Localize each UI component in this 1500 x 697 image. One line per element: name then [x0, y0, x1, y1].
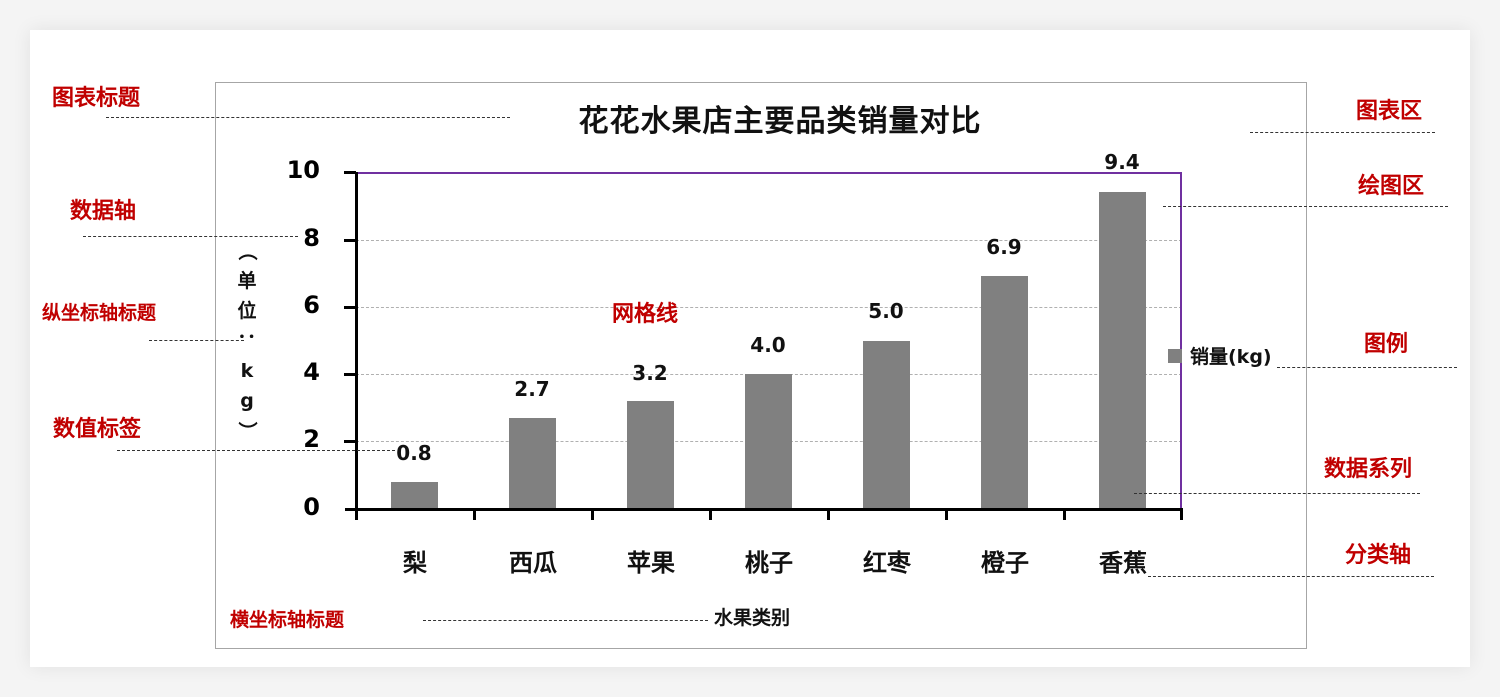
- y-title-char: 单: [237, 270, 257, 292]
- data-label: 6.9: [986, 235, 1022, 259]
- y-tick-label: 8: [303, 224, 320, 252]
- y-tick-label: 4: [303, 358, 320, 386]
- bar-orange: [981, 276, 1028, 509]
- x-tick: [355, 509, 358, 520]
- x-tick: [827, 509, 830, 520]
- chart-area: [215, 82, 1307, 649]
- leader-line: [1250, 132, 1435, 133]
- annotation-gridlines: 网格线: [612, 302, 679, 327]
- y-tick: [344, 239, 356, 242]
- data-label: 3.2: [632, 361, 668, 385]
- legend-label: 销量(kg): [1190, 346, 1272, 368]
- bar-jujube: [863, 341, 910, 509]
- annotation-plot-area: 绘图区: [1358, 174, 1425, 199]
- category-label: 橙子: [981, 549, 1029, 577]
- data-label: 5.0: [868, 299, 904, 323]
- x-tick: [1063, 509, 1066, 520]
- category-label: 桃子: [745, 549, 793, 577]
- y-title-char: g: [240, 390, 254, 412]
- leader-line: [1134, 493, 1420, 494]
- data-label: 4.0: [750, 333, 786, 357]
- x-tick: [1180, 509, 1183, 520]
- data-label: 2.7: [514, 377, 550, 401]
- chart-card: [30, 30, 1470, 667]
- category-label: 香蕉: [1099, 549, 1147, 577]
- y-tick: [344, 306, 356, 309]
- category-label: 苹果: [627, 549, 675, 577]
- annotation-chart-title: 图表标题: [52, 86, 141, 111]
- value-axis-line: [355, 172, 358, 512]
- y-tick-label: 2: [303, 425, 320, 453]
- x-tick: [709, 509, 712, 520]
- legend: 销量(kg): [1168, 342, 1272, 369]
- leader-line: [1163, 206, 1448, 207]
- leader-line: [106, 117, 510, 118]
- gridline-6: [356, 307, 1182, 308]
- plot-area: [356, 172, 1182, 509]
- y-tick-label: 0: [303, 493, 320, 521]
- annotation-chart-area: 图表区: [1356, 99, 1423, 124]
- x-tick: [945, 509, 948, 520]
- chart-title: 花花水果店主要品类销量对比: [578, 104, 982, 139]
- y-title-char: k: [240, 360, 254, 382]
- y-title-char: ）: [236, 421, 258, 441]
- data-label: 0.8: [396, 441, 432, 465]
- gridline-8: [356, 240, 1182, 241]
- leader-line: [423, 620, 708, 621]
- bar-pear: [391, 482, 438, 509]
- leader-line: [1277, 367, 1457, 368]
- bar-watermelon: [509, 418, 556, 509]
- y-tick: [344, 373, 356, 376]
- annotation-category-axis: 分类轴: [1345, 543, 1412, 568]
- category-axis-line: [345, 508, 1183, 511]
- y-title-char: 位: [237, 300, 257, 322]
- x-axis-title: 水果类别: [714, 607, 791, 629]
- y-axis-title: （ 单 位 ： k g ）: [232, 236, 262, 446]
- annotation-data-series: 数据系列: [1324, 457, 1413, 482]
- category-label: 梨: [403, 549, 427, 577]
- leader-line: [117, 450, 395, 451]
- annotation-legend: 图例: [1364, 332, 1409, 357]
- annotation-y-axis-title: 纵坐标轴标题: [42, 302, 157, 324]
- y-title-char: （: [236, 241, 258, 261]
- y-tick-label: 6: [303, 291, 320, 319]
- x-tick: [473, 509, 476, 520]
- category-label: 西瓜: [509, 549, 557, 577]
- y-tick: [344, 171, 356, 174]
- y-tick-label: 10: [286, 156, 320, 184]
- legend-swatch-icon: [1168, 348, 1182, 363]
- annotation-x-axis-title: 横坐标轴标题: [230, 609, 345, 631]
- data-label: 9.4: [1104, 150, 1140, 174]
- bar-banana: [1099, 192, 1146, 509]
- leader-line: [1148, 576, 1434, 577]
- x-tick: [591, 509, 594, 520]
- annotation-data-label: 数值标签: [53, 417, 142, 442]
- bar-apple: [627, 401, 674, 509]
- leader-line: [83, 236, 298, 237]
- y-tick: [344, 440, 356, 443]
- y-title-char: ：: [236, 331, 258, 351]
- annotation-value-axis: 数据轴: [70, 199, 137, 224]
- bar-peach: [745, 374, 792, 509]
- category-label: 红枣: [863, 549, 911, 577]
- leader-line: [149, 340, 244, 341]
